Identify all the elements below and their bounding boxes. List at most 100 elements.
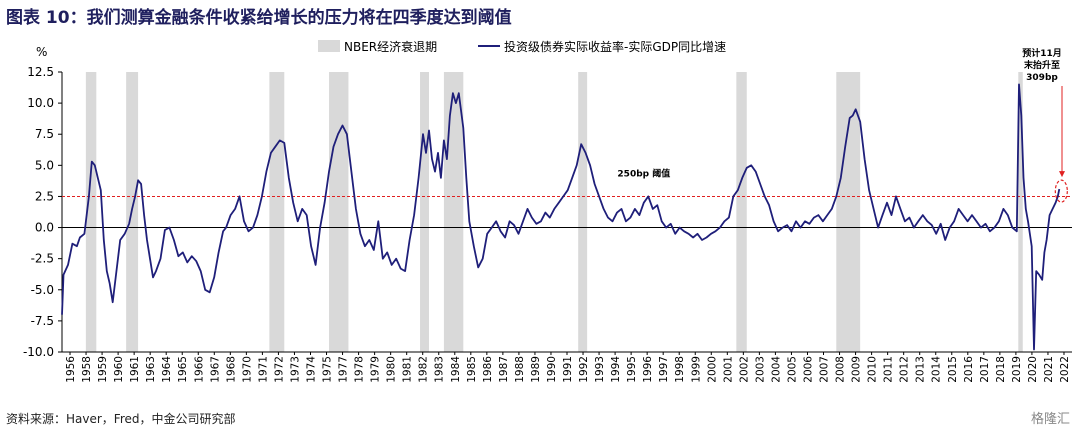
y-tick-label: -10.0 <box>23 345 54 359</box>
x-tick-label: 2002 <box>738 356 750 383</box>
source-note: 资料来源：Haver，Fred，中金公司研究部 <box>6 412 236 426</box>
x-tick-label: 2009 <box>851 356 863 383</box>
x-tick-label: 1966 <box>193 356 205 383</box>
x-tick-label: 1996 <box>642 356 654 383</box>
y-tick-label: 0.0 <box>35 221 54 235</box>
x-tick-label: 1956 <box>65 356 77 383</box>
x-tick-label: 1975 <box>322 356 334 383</box>
recession-bands <box>85 72 1023 352</box>
annotation-line-1: 预计11月 <box>1022 47 1062 59</box>
x-tick-label: 2010 <box>867 356 879 383</box>
x-axis: 1956 1958 1959 1960 1961 1963 1964 1965 1966 1967… <box>62 351 1072 383</box>
recession-band <box>329 72 349 352</box>
x-tick-label: 2004 <box>770 356 782 383</box>
chart-title: 图表 10：我们测算金融条件收紧给增长的压力将在四季度达到阈值 <box>6 8 512 28</box>
x-tick-label: 1982 <box>418 356 430 383</box>
legend-label-recession: NBER经济衰退期 <box>344 39 437 54</box>
forecast-annotation: 预计11月 末抬升至 309bp <box>1022 47 1068 203</box>
x-tick-label: 1998 <box>674 356 686 383</box>
recession-band <box>420 72 430 352</box>
x-tick-label: 1993 <box>594 356 606 383</box>
y-tick-label: 10.0 <box>27 96 54 110</box>
x-tick-label: 2015 <box>947 356 959 383</box>
x-tick-label: 2018 <box>995 356 1007 383</box>
x-tick-label: 2022 <box>1059 356 1071 383</box>
x-tick-label: 2011 <box>883 356 895 383</box>
forecast-circle <box>1054 179 1068 203</box>
x-tick-label: 1994 <box>610 356 622 383</box>
x-tick-label: 2013 <box>915 356 927 383</box>
x-tick-label: 1974 <box>305 356 317 383</box>
x-tick-label: 2006 <box>802 356 814 383</box>
recession-band <box>836 72 861 352</box>
x-tick-label: 1983 <box>434 356 446 383</box>
x-tick-label: 1978 <box>354 356 366 383</box>
recession-band <box>736 72 747 352</box>
x-tick-label: 1980 <box>386 356 398 383</box>
x-tick-label: 2001 <box>722 356 734 383</box>
y-tick-label: -2.5 <box>31 252 54 266</box>
x-tick-label: 1964 <box>161 356 173 383</box>
x-tick-label: 2019 <box>1011 356 1023 383</box>
y-tick-label: 7.5 <box>35 127 54 141</box>
x-tick-label: 2000 <box>706 356 718 383</box>
x-tick-label: 1986 <box>482 356 494 383</box>
x-tick-label: 1991 <box>562 356 574 383</box>
x-tick-label: 1987 <box>498 356 510 383</box>
x-tick-label: 1992 <box>578 356 590 383</box>
x-tick-label: 1999 <box>690 356 702 383</box>
x-tick-label: 1990 <box>546 356 558 383</box>
x-tick-label: 1970 <box>241 356 253 383</box>
recession-band <box>443 72 464 352</box>
annotation-line-3: 309bp <box>1026 73 1058 83</box>
threshold-label: 250bp 阈值 <box>617 167 670 179</box>
x-tick-label: 1959 <box>97 356 109 383</box>
watermark-logo: 格隆汇 <box>1030 412 1070 427</box>
y-tick-label: -5.0 <box>31 283 54 297</box>
x-tick-label: 2016 <box>963 356 975 383</box>
y-tick-label: 5.0 <box>35 158 54 172</box>
y-axis-label: % <box>36 45 47 59</box>
x-tick-label: 1965 <box>177 356 189 383</box>
recession-band <box>578 72 588 352</box>
x-tick-label: 1967 <box>209 356 221 383</box>
recession-band <box>1018 72 1023 352</box>
series-line <box>61 83 1061 351</box>
x-tick-label: 2008 <box>835 356 847 383</box>
x-tick-label: 2014 <box>931 356 943 383</box>
x-tick-label: 1989 <box>530 356 542 383</box>
x-tick-label: 1997 <box>658 356 670 383</box>
x-tick-label: 2021 <box>1043 356 1055 383</box>
x-tick-label: 1981 <box>402 356 414 383</box>
x-tick-label: 2012 <box>899 356 911 383</box>
legend-swatch-recession <box>318 40 340 52</box>
x-tick-label: 1984 <box>450 356 462 383</box>
y-tick-label: 12.5 <box>27 65 54 79</box>
annotation-line-2: 末抬升至 <box>1023 59 1060 71</box>
recession-band <box>269 72 285 352</box>
legend: NBER经济衰退期 投资级债券实际收益率-实际GDP同比增速 <box>318 39 726 54</box>
x-tick-label: 1977 <box>338 356 350 383</box>
y-tick-label: -7.5 <box>31 314 54 328</box>
x-tick-label: 2020 <box>1027 356 1039 383</box>
recession-band <box>85 72 97 352</box>
annotation-arrowhead <box>1059 171 1065 178</box>
x-tick-label: 2003 <box>754 356 766 383</box>
x-tick-label: 1979 <box>370 356 382 383</box>
x-tick-label: 1972 <box>273 356 285 383</box>
legend-label-series: 投资级债券实际收益率-实际GDP同比增速 <box>504 39 726 54</box>
x-tick-label: 2007 <box>819 356 831 383</box>
y-axis: 12.5 10.0 7.5 5.0 2.5 0.0 -2.5 -5.0 -7.5 -10.0 <box>23 65 63 359</box>
x-tick-label: 1960 <box>113 356 125 383</box>
x-tick-label: 1985 <box>466 356 478 383</box>
x-tick-label: 2005 <box>786 356 798 383</box>
x-tick-label: 1973 <box>289 356 301 383</box>
x-tick-label: 1995 <box>626 356 638 383</box>
x-tick-label: 1958 <box>81 356 93 383</box>
x-tick-label: 1988 <box>514 356 526 383</box>
x-tick-label: 1963 <box>145 356 157 383</box>
x-tick-label: 1971 <box>257 356 269 383</box>
y-tick-label: 2.5 <box>35 189 54 203</box>
x-tick-label: 1968 <box>225 356 237 383</box>
